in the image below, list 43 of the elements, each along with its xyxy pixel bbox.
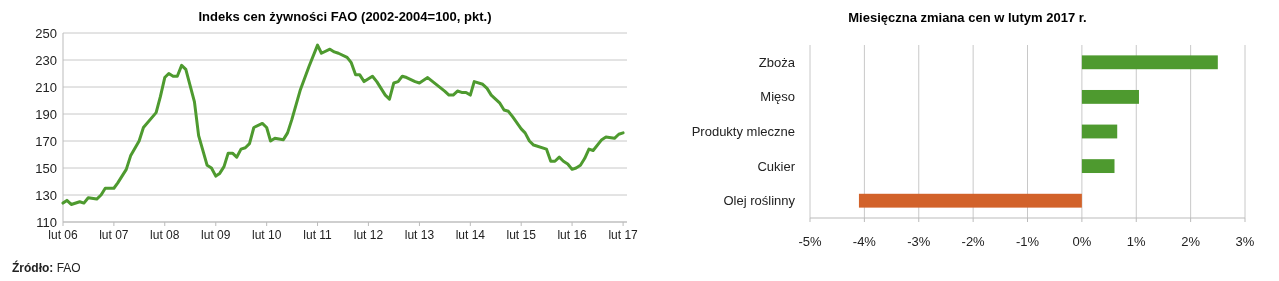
line-series	[61, 43, 625, 206]
x-tick-label: 3%	[1235, 234, 1255, 249]
y-tick-label: Olej roślinny	[723, 193, 796, 209]
x-tick-label: lut 09	[201, 228, 231, 242]
bar	[1081, 55, 1218, 70]
x-tick-label: -1%	[1015, 234, 1040, 249]
y-tick-label: Mięso	[760, 89, 795, 105]
x-tick-label: lut 17	[608, 228, 639, 242]
x-tick-label: 0%	[1072, 234, 1092, 249]
x-tick-label: -4%	[852, 234, 877, 249]
x-tick-label: -3%	[907, 234, 931, 249]
chart-title: Indeks cen żywności FAO (2002-2004=100, pkt.)	[198, 9, 492, 24]
x-tick-label: 2%	[1181, 234, 1201, 249]
bar	[1081, 124, 1118, 139]
x-tick-label: lut 13	[404, 228, 435, 242]
y-tick-label: Cukier	[757, 158, 796, 174]
x-tick-label: lut 10	[251, 228, 282, 242]
y-tick-label: 130	[35, 187, 57, 203]
y-tick-label: 230	[35, 52, 57, 68]
x-tick-label: lut 08	[150, 228, 180, 242]
y-tick-label: 250	[35, 25, 57, 41]
y-tick-label: 150	[35, 160, 57, 176]
x-tick-label: lut 06	[48, 228, 78, 242]
y-tick-label: 170	[35, 133, 57, 149]
y-tick-label: Zboża	[758, 54, 796, 70]
bar	[1081, 159, 1115, 174]
x-tick-label: lut 14	[455, 228, 486, 242]
bar	[1081, 89, 1139, 104]
chart-title: Miesięczna zmiana cen w lutym 2017 r.	[848, 10, 1087, 25]
y-tick-label: Produkty mleczne	[691, 124, 795, 140]
x-tick-label: lut 16	[557, 228, 588, 242]
x-tick-label: 1%	[1126, 234, 1147, 249]
x-tick-label: lut 11	[303, 228, 333, 242]
bar	[858, 193, 1082, 208]
x-tick-label: lut 07	[99, 228, 129, 242]
y-tick-label: 210	[35, 79, 57, 95]
x-tick-label: -5%	[798, 234, 822, 249]
text: Źródło: FAO	[12, 260, 81, 275]
y-tick-label: 110	[36, 214, 57, 230]
x-tick-label: lut 12	[353, 228, 384, 242]
x-tick-label: lut 15	[506, 228, 537, 242]
x-tick-label: -2%	[961, 234, 986, 249]
y-tick-label: 190	[35, 106, 57, 122]
